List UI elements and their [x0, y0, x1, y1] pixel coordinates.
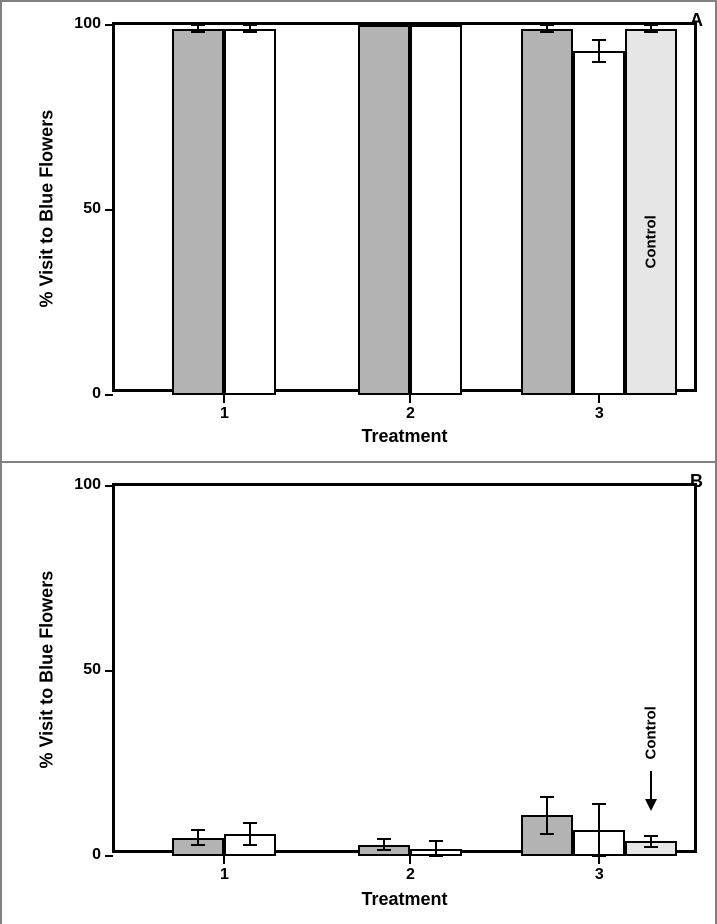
error-cap — [377, 849, 391, 851]
x-tick-label: 1 — [204, 866, 244, 884]
error-cap — [540, 31, 554, 33]
error-cap — [243, 31, 257, 33]
error-cap — [243, 822, 257, 824]
y-tick — [105, 485, 113, 487]
figure-container: A % Visit to Blue Flowers Treatment 0501… — [0, 0, 717, 924]
error-cap — [243, 844, 257, 846]
panel-a: A % Visit to Blue Flowers Treatment 0501… — [2, 2, 715, 463]
x-tick — [598, 395, 600, 403]
x-tick-label: 3 — [579, 405, 619, 423]
panel-b: B % Visit to Blue Flowers Treatment 0501… — [2, 463, 715, 924]
error-cap — [377, 838, 391, 840]
y-tick — [105, 24, 113, 26]
error-bar — [546, 797, 548, 834]
error-cap — [191, 829, 205, 831]
error-cap — [540, 796, 554, 798]
control-label: Control — [643, 700, 660, 760]
plot-area-b: 050100123Control — [112, 483, 697, 853]
bar — [410, 25, 462, 395]
y-tick-label: 100 — [55, 15, 101, 33]
error-cap — [429, 840, 443, 842]
bar — [172, 29, 224, 395]
error-cap — [191, 31, 205, 33]
error-cap — [592, 803, 606, 805]
error-cap — [429, 855, 443, 857]
error-cap — [540, 24, 554, 26]
x-tick — [223, 856, 225, 864]
y-tick — [105, 394, 113, 396]
error-cap — [191, 24, 205, 26]
bar — [358, 25, 410, 395]
y-tick-label: 50 — [55, 200, 101, 218]
bar — [573, 51, 625, 395]
error-cap — [191, 844, 205, 846]
control-label: Control — [643, 209, 660, 269]
x-tick — [409, 395, 411, 403]
x-tick-label: 1 — [204, 405, 244, 423]
plot-area-a: 050100123Control — [112, 22, 697, 392]
error-cap — [540, 833, 554, 835]
x-tick — [598, 856, 600, 864]
error-cap — [592, 61, 606, 63]
y-tick — [105, 855, 113, 857]
bar — [521, 29, 573, 395]
error-bar — [598, 40, 600, 62]
error-bar — [598, 804, 600, 856]
x-tick-label: 2 — [390, 866, 430, 884]
error-cap — [592, 855, 606, 857]
y-tick-label: 100 — [55, 476, 101, 494]
error-cap — [644, 835, 658, 837]
x-tick — [409, 856, 411, 864]
error-cap — [644, 846, 658, 848]
x-tick-label: 2 — [390, 405, 430, 423]
x-tick-label: 3 — [579, 866, 619, 884]
y-tick-label: 0 — [55, 385, 101, 403]
panel-a-xlabel: Treatment — [112, 426, 697, 447]
y-tick-label: 50 — [55, 661, 101, 679]
error-cap — [243, 24, 257, 26]
bar — [224, 29, 276, 395]
error-cap — [644, 24, 658, 26]
error-bar — [197, 830, 199, 845]
y-tick — [105, 209, 113, 211]
panel-b-xlabel: Treatment — [112, 889, 697, 910]
error-cap — [644, 31, 658, 33]
y-tick — [105, 670, 113, 672]
error-bar — [435, 841, 437, 856]
control-arrow-icon — [641, 771, 661, 811]
error-bar — [249, 823, 251, 845]
error-cap — [592, 39, 606, 41]
y-tick-label: 0 — [55, 846, 101, 864]
x-tick — [223, 395, 225, 403]
